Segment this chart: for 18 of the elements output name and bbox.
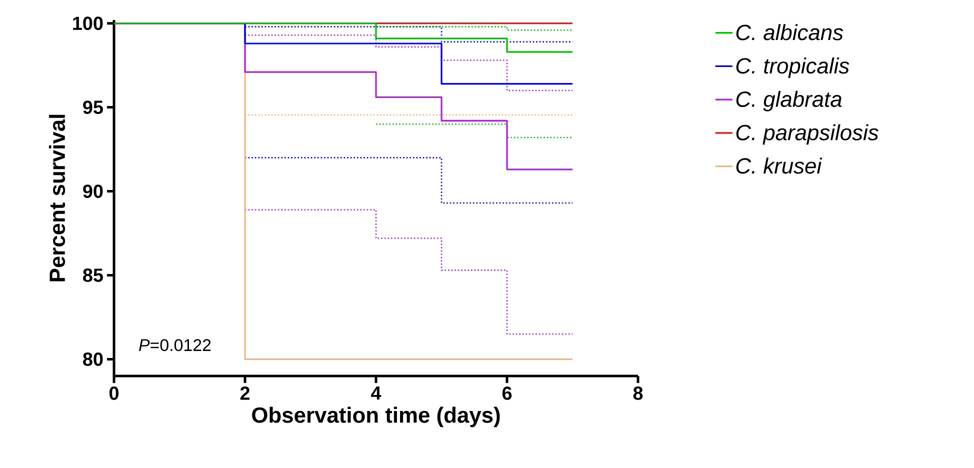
y-tick-label: 100 — [73, 16, 103, 30]
x-tick-label: 6 — [502, 386, 512, 400]
legend-label: C. albicans — [736, 24, 844, 40]
x-tick-label: 0 — [109, 386, 118, 400]
legend-label: C. tropicalis — [736, 58, 850, 78]
annotation: P=0.0122 — [139, 339, 211, 352]
x-tick-label: 2 — [240, 386, 250, 400]
y-axis-title: Percent survival — [48, 114, 66, 282]
x-axis-title: Observation time (days) — [252, 406, 500, 428]
legend-label: C. glabrata — [736, 90, 842, 112]
y-tick-label: 95 — [83, 100, 103, 114]
x-tick-label: 4 — [371, 386, 382, 400]
legend-label: C. krusei — [736, 158, 822, 174]
y-tick-label: 80 — [83, 352, 103, 366]
y-tick-label: 90 — [83, 184, 103, 198]
legend-label: C. parapsilosis — [736, 124, 878, 145]
y-tick-label: 85 — [83, 268, 103, 282]
x-tick-label: 8 — [633, 386, 643, 400]
